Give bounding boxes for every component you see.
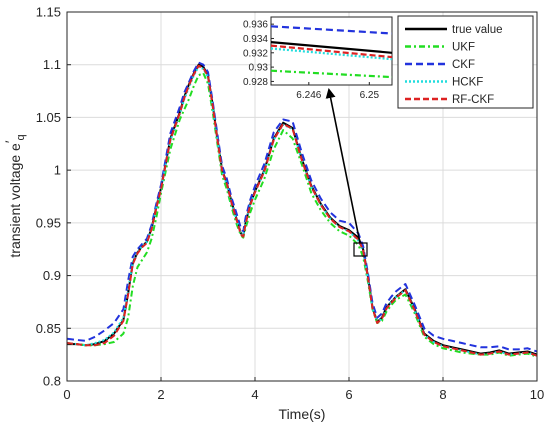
y-tick-label: 0.9 [43,268,61,283]
inset-y-tick-label: 0.932 [243,48,268,59]
inset-y-tick-label: 0.936 [243,20,268,31]
legend: true value UKF CKF HCKF RF-CKF [397,15,534,109]
zoom-region-box [353,242,368,257]
legend-label-hckf: HCKF [452,77,483,89]
y-tick-label: 1.1 [43,57,61,72]
y-tick-label: 0.85 [36,321,61,336]
legend-label-true-value: true value [452,24,503,36]
legend-label-ckf: CKF [452,59,475,71]
y-tick-label: 1 [54,163,61,178]
x-tick-label: 4 [251,387,258,402]
legend-items: true value UKF CKF HCKF RF-CKF [405,24,503,106]
x-axis-label: Time(s) [279,406,326,422]
inset-x-tick-label: 6.25 [360,90,380,101]
series-layer [67,61,537,358]
x-tick-label: 2 [157,387,164,402]
inset-x-tick-label: 6.246 [296,90,321,101]
series-line-ckf [67,61,537,353]
inset-series-line-true-value [271,41,392,54]
inset-series-line-rf-ckf [271,44,392,59]
ticks: 0 2 4 6 8 10 0.8 0.85 0.9 0.95 1 1.05 1.1 1.15 [36,5,545,403]
inset-y-tick-label: 0.93 [249,63,269,74]
y-tick-label: 0.8 [43,374,61,389]
zoom-arrow [325,88,361,244]
legend-label-rf-ckf: RF-CKF [452,94,494,106]
inset-series-line-ckf [271,25,392,35]
y-tick-label: 1.05 [36,110,61,125]
legend-box [397,15,534,109]
plot-frame [66,11,538,382]
inset-ticks: 0.936 0.934 0.932 0.93 0.928 6.246 6.25 [243,20,380,101]
inset-y-tick-label: 0.928 [243,77,268,88]
inset-series-line-ukf [271,69,392,79]
series-line-ukf [67,72,537,358]
x-tick-label: 0 [63,387,70,402]
x-tick-label: 8 [439,387,446,402]
inset-series-line-hckf [271,47,392,61]
x-tick-label: 6 [345,387,352,402]
legend-label-ukf: UKF [452,42,475,54]
inset-chart: 0.936 0.934 0.932 0.93 0.928 6.246 6.25 [243,16,393,101]
series-line-rf-ckf [67,64,537,357]
inset-y-tick-label: 0.934 [243,34,268,45]
y-axis-label: transient voltage e′q [2,134,27,257]
y-tick-label: 0.95 [36,215,61,230]
x-tick-label: 10 [530,387,544,402]
inset-series [271,25,392,79]
y-tick-label: 1.15 [36,5,61,20]
